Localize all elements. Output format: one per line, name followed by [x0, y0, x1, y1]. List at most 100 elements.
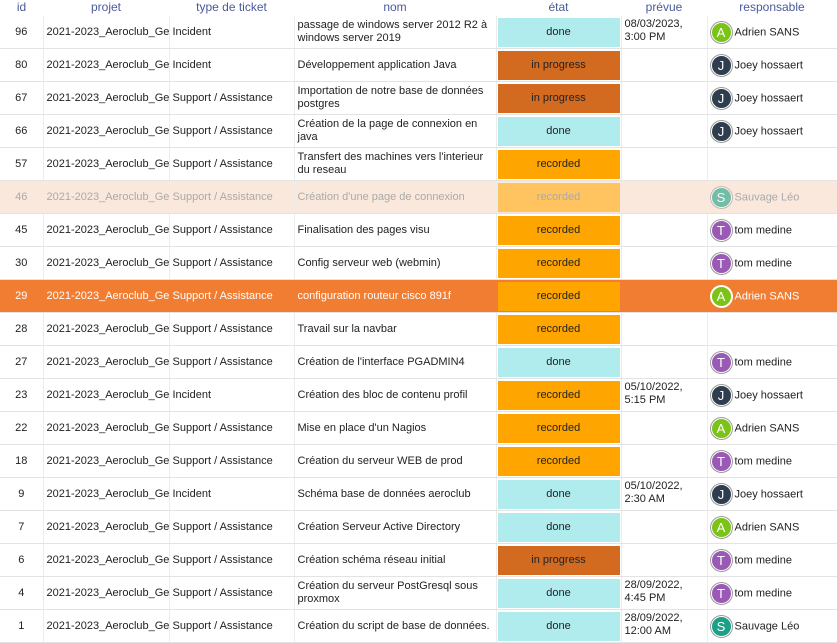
ticket-id: 23 [0, 378, 44, 412]
ticket-prevue [621, 180, 708, 214]
table-row[interactable]: 27 2021-2023_Aeroclub_Gestion Support / … [0, 345, 837, 379]
ticket-id: 1 [0, 609, 44, 643]
avatar: T [710, 549, 732, 571]
ticket-etat: done [496, 576, 622, 610]
ticket-type: Support / Assistance [169, 213, 295, 247]
ticket-prevue [621, 543, 708, 577]
header-row: id projet type de ticket nom état prévue… [0, 0, 837, 16]
col-header-etat[interactable]: état [548, 0, 569, 14]
ticket-id: 57 [0, 147, 44, 181]
ticket-etat: recorded [496, 279, 622, 313]
ticket-type: Support / Assistance [169, 81, 295, 115]
avatar: T [710, 351, 732, 373]
ticket-prevue [621, 444, 708, 478]
table-row[interactable]: 96 2021-2023_Aeroclub_Gestion Incident p… [0, 16, 837, 49]
etat-badge: recorded [497, 281, 620, 311]
ticket-projet: 2021-2023_Aeroclub_Gestion [43, 180, 170, 214]
ticket-projet: 2021-2023_Aeroclub_Gestion [43, 477, 170, 511]
etat-badge: done [497, 512, 620, 542]
ticket-etat: in progress [496, 48, 622, 82]
table-row[interactable]: 18 2021-2023_Aeroclub_Gestion Support / … [0, 444, 837, 478]
ticket-projet: 2021-2023_Aeroclub_Gestion [43, 543, 170, 577]
ticket-nom: Mise en place d'un Nagios [294, 411, 497, 445]
ticket-projet: 2021-2023_Aeroclub_Gestion [43, 16, 170, 49]
table-row[interactable]: 1 2021-2023_Aeroclub_Gestion Support / A… [0, 609, 837, 643]
table-row[interactable]: 6 2021-2023_Aeroclub_Gestion Support / A… [0, 543, 837, 577]
table-row[interactable]: 29 2021-2023_Aeroclub_Gestion Support / … [0, 279, 837, 313]
table-row[interactable]: 9 2021-2023_Aeroclub_Gestion Incident Sc… [0, 477, 837, 511]
ticket-prevue: 28/09/2022, 12:00 AM [621, 609, 708, 643]
table-row[interactable]: 30 2021-2023_Aeroclub_Gestion Support / … [0, 246, 837, 280]
table-row[interactable]: 67 2021-2023_Aeroclub_Gestion Support / … [0, 81, 837, 115]
avatar: A [710, 21, 732, 43]
col-header-prevue[interactable]: prévue [645, 0, 683, 14]
table-row[interactable]: 22 2021-2023_Aeroclub_Gestion Support / … [0, 411, 837, 445]
col-header-projet[interactable]: projet [90, 0, 122, 14]
ticket-id: 67 [0, 81, 44, 115]
avatar: A [710, 285, 732, 307]
ticket-prevue [621, 213, 708, 247]
ticket-nom: Création du serveur PostGresql sous prox… [294, 576, 497, 610]
table-row[interactable]: 80 2021-2023_Aeroclub_Gestion Incident D… [0, 48, 837, 82]
responsable-name: tom medine [734, 454, 792, 467]
table-row[interactable]: 45 2021-2023_Aeroclub_Gestion Support / … [0, 213, 837, 247]
responsable-name: Adrien SANS [734, 25, 800, 38]
ticket-etat: recorded [496, 147, 622, 181]
ticket-id: 46 [0, 180, 44, 214]
ticket-responsable: A Adrien SANS [707, 16, 837, 49]
avatar: S [710, 186, 732, 208]
ticket-nom: Création schéma réseau initial [294, 543, 497, 577]
ticket-etat: done [496, 114, 622, 148]
ticket-projet: 2021-2023_Aeroclub_Gestion [43, 510, 170, 544]
ticket-projet: 2021-2023_Aeroclub_Gestion [43, 378, 170, 412]
responsable-name: Sauvage Léo [734, 190, 800, 203]
ticket-type: Support / Assistance [169, 510, 295, 544]
etat-badge: in progress [497, 545, 620, 575]
etat-badge: done [497, 578, 620, 608]
etat-badge: recorded [497, 215, 620, 245]
col-header-responsable[interactable]: responsable [739, 0, 805, 14]
responsable-name: Adrien SANS [734, 520, 800, 533]
ticket-type: Support / Assistance [169, 279, 295, 313]
ticket-responsable: J Joey hossaert [707, 81, 837, 115]
col-header-type[interactable]: type de ticket [196, 0, 267, 14]
ticket-type: Support / Assistance [169, 576, 295, 610]
ticket-nom: Création de l'interface PGADMIN4 [294, 345, 497, 379]
ticket-etat: in progress [496, 543, 622, 577]
table-row[interactable]: 66 2021-2023_Aeroclub_Gestion Support / … [0, 114, 837, 148]
etat-badge: recorded [497, 314, 620, 344]
avatar: J [710, 120, 732, 142]
ticket-etat: recorded [496, 312, 622, 346]
ticket-nom: Développement application Java [294, 48, 497, 82]
etat-badge: recorded [497, 149, 620, 179]
ticket-projet: 2021-2023_Aeroclub_Gestion [43, 345, 170, 379]
table-row[interactable]: 57 2021-2023_Aeroclub_Gestion Support / … [0, 147, 837, 181]
ticket-prevue [621, 48, 708, 82]
table-row[interactable]: 7 2021-2023_Aeroclub_Gestion Support / A… [0, 510, 837, 544]
avatar: A [710, 417, 732, 439]
col-header-id[interactable]: id [16, 0, 27, 14]
etat-badge: done [497, 347, 620, 377]
ticket-type: Support / Assistance [169, 411, 295, 445]
ticket-responsable: J Joey hossaert [707, 114, 837, 148]
ticket-etat: recorded [496, 444, 622, 478]
table-row[interactable]: 4 2021-2023_Aeroclub_Gestion Support / A… [0, 576, 837, 610]
ticket-prevue: 05/10/2022, 2:30 AM [621, 477, 708, 511]
table-row[interactable]: 46 2021-2023_Aeroclub_Gestion Support / … [0, 180, 837, 214]
table-row[interactable]: 28 2021-2023_Aeroclub_Gestion Support / … [0, 312, 837, 346]
ticket-responsable [707, 312, 837, 346]
ticket-etat: in progress [496, 81, 622, 115]
ticket-projet: 2021-2023_Aeroclub_Gestion [43, 147, 170, 181]
responsable-name: tom medine [734, 553, 792, 566]
ticket-id: 9 [0, 477, 44, 511]
table-row[interactable]: 23 2021-2023_Aeroclub_Gestion Incident C… [0, 378, 837, 412]
ticket-nom: Finalisation des pages visu [294, 213, 497, 247]
ticket-nom: Importation de notre base de données pos… [294, 81, 497, 115]
col-header-nom[interactable]: nom [383, 0, 407, 14]
ticket-nom: Création des bloc de contenu profil [294, 378, 497, 412]
avatar: J [710, 87, 732, 109]
ticket-responsable: S Sauvage Léo [707, 609, 837, 643]
ticket-responsable: A Adrien SANS [707, 510, 837, 544]
